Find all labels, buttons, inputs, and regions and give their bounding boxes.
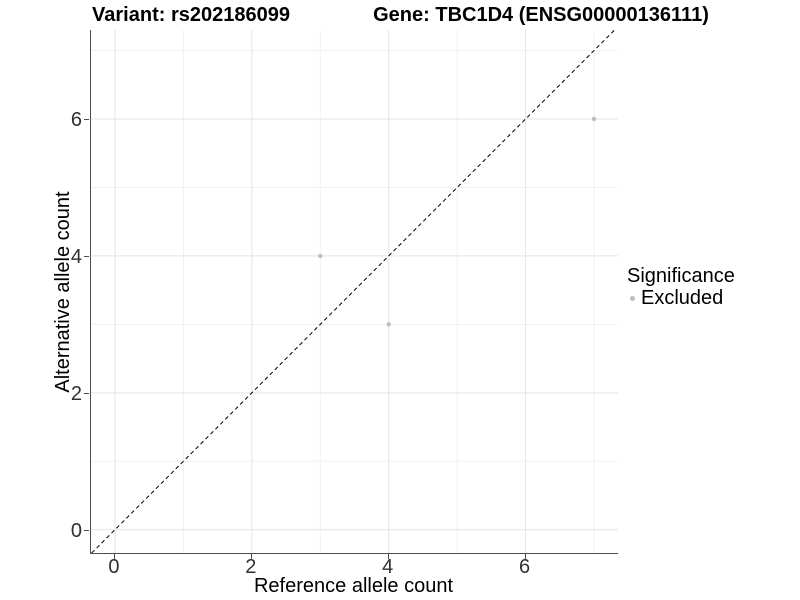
data-point <box>318 253 323 259</box>
data-point <box>386 322 391 327</box>
y-tick-mark <box>84 529 89 531</box>
x-axis-label: Reference allele count <box>253 575 453 597</box>
data-point <box>591 116 597 122</box>
y-axis-label: Alternative allele count <box>52 191 74 393</box>
legend-point-icon <box>630 295 635 301</box>
legend: Significance Excluded <box>627 266 735 308</box>
y-tick-label: 6 <box>70 108 82 131</box>
y-tick-label: 0 <box>70 519 82 542</box>
x-tick-label: 4 <box>382 556 394 578</box>
plot-panel <box>90 30 618 554</box>
x-tick-label: 6 <box>519 556 531 578</box>
y-tick-mark <box>84 392 89 394</box>
x-tick-label: 0 <box>108 556 120 578</box>
identity-reference-line <box>91 30 615 553</box>
y-tick-label: 4 <box>70 245 82 268</box>
y-tick-label: 2 <box>70 382 82 405</box>
x-tick-mark <box>387 554 389 559</box>
plot-title-gene: Gene: TBC1D4 (ENSG00000136111) <box>373 4 709 26</box>
legend-item-excluded: Excluded <box>627 288 735 308</box>
plot-title-variant: Variant: rs202186099 <box>92 4 290 26</box>
x-tick-mark <box>113 554 115 559</box>
y-tick-mark <box>84 118 89 120</box>
x-tick-label: 2 <box>245 556 257 578</box>
legend-item-label: Excluded <box>641 287 724 309</box>
x-tick-mark <box>250 554 252 559</box>
plot-canvas <box>91 30 618 553</box>
legend-title: Significance <box>627 265 735 287</box>
x-tick-mark <box>524 554 526 559</box>
y-tick-mark <box>84 255 89 257</box>
